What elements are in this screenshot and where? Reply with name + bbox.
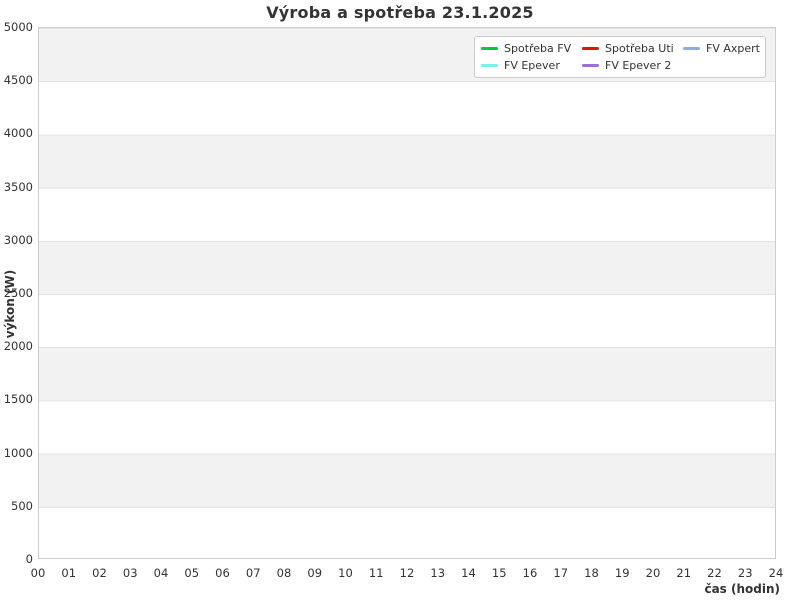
legend-marker xyxy=(582,64,599,67)
x-tick-label: 10 xyxy=(338,566,353,580)
legend-marker xyxy=(683,47,700,50)
x-tick-label: 24 xyxy=(768,566,784,580)
legend-item-spotreba-fv[interactable]: Spotřeba FV xyxy=(481,42,582,55)
chart-title: Výroba a spotřeba 23.1.2025 xyxy=(266,3,534,22)
legend-item-label: Spotřeba FV xyxy=(504,42,572,55)
x-tick-label: 05 xyxy=(184,566,200,580)
y-tick-label: 5000 xyxy=(3,20,33,34)
x-tick-label: 06 xyxy=(215,566,230,580)
x-tick-label: 23 xyxy=(737,566,753,580)
plot-area xyxy=(38,27,776,559)
x-tick-label: 16 xyxy=(522,566,538,580)
x-tick-label: 21 xyxy=(676,566,692,580)
x-tick-label: 07 xyxy=(245,566,261,580)
x-tick-label: 14 xyxy=(461,566,476,580)
y-tick-label: 4000 xyxy=(3,126,33,141)
x-tick-label: 08 xyxy=(276,566,292,580)
y-tick-label: 0 xyxy=(25,552,33,566)
legend-item-label: FV Epever xyxy=(504,59,560,72)
x-tick-label: 01 xyxy=(61,566,77,580)
y-tick-label: 2500 xyxy=(3,286,33,300)
legend: Spotřeba FV Spotřeba Uti FV Axpert FV Epeve… xyxy=(474,36,766,78)
legend-marker xyxy=(481,64,498,67)
x-tick-label: 00 xyxy=(30,566,46,580)
y-tick-label: 3500 xyxy=(3,179,33,194)
x-tick-label: 02 xyxy=(92,566,107,580)
y-tick-label: 500 xyxy=(11,498,33,513)
y-tick-label: 1500 xyxy=(3,392,33,407)
y-tick-label: 4500 xyxy=(3,73,33,88)
legend-item-fv-epever[interactable]: FV Epever xyxy=(481,59,582,72)
y-axis-title: výkon (W) xyxy=(3,269,17,339)
x-tick-label: 17 xyxy=(553,566,569,580)
legend-marker xyxy=(582,47,599,50)
legend-item-fv-axpert[interactable]: FV Axpert xyxy=(683,42,761,55)
legend-marker xyxy=(481,47,498,50)
x-tick-label: 15 xyxy=(491,566,507,580)
y-tick-label: 3000 xyxy=(3,232,33,247)
x-tick-label: 09 xyxy=(307,566,323,580)
x-tick-label: 13 xyxy=(430,566,446,580)
x-axis-title: čas (hodin) xyxy=(704,582,780,596)
x-tick-label: 18 xyxy=(584,566,599,580)
x-tick-label: 04 xyxy=(153,566,169,580)
y-tick-label: 2000 xyxy=(3,339,33,354)
legend-item-spotreba-uti[interactable]: Spotřeba Uti xyxy=(582,42,683,55)
x-tick-label: 22 xyxy=(707,566,722,580)
legend-item-label: Spotřeba Uti xyxy=(605,42,674,55)
x-tick-label: 03 xyxy=(122,566,138,580)
y-tick-label: 1000 xyxy=(3,445,33,460)
x-tick-label: 19 xyxy=(614,566,630,580)
x-tick-label: 20 xyxy=(645,566,661,580)
legend-item-label: FV Epever 2 xyxy=(605,59,672,72)
x-tick-label: 11 xyxy=(368,566,384,580)
legend-item-label: FV Axpert xyxy=(706,42,760,55)
x-tick-label: 12 xyxy=(399,566,415,580)
legend-item-fv-epever-2[interactable]: FV Epever 2 xyxy=(582,59,683,72)
